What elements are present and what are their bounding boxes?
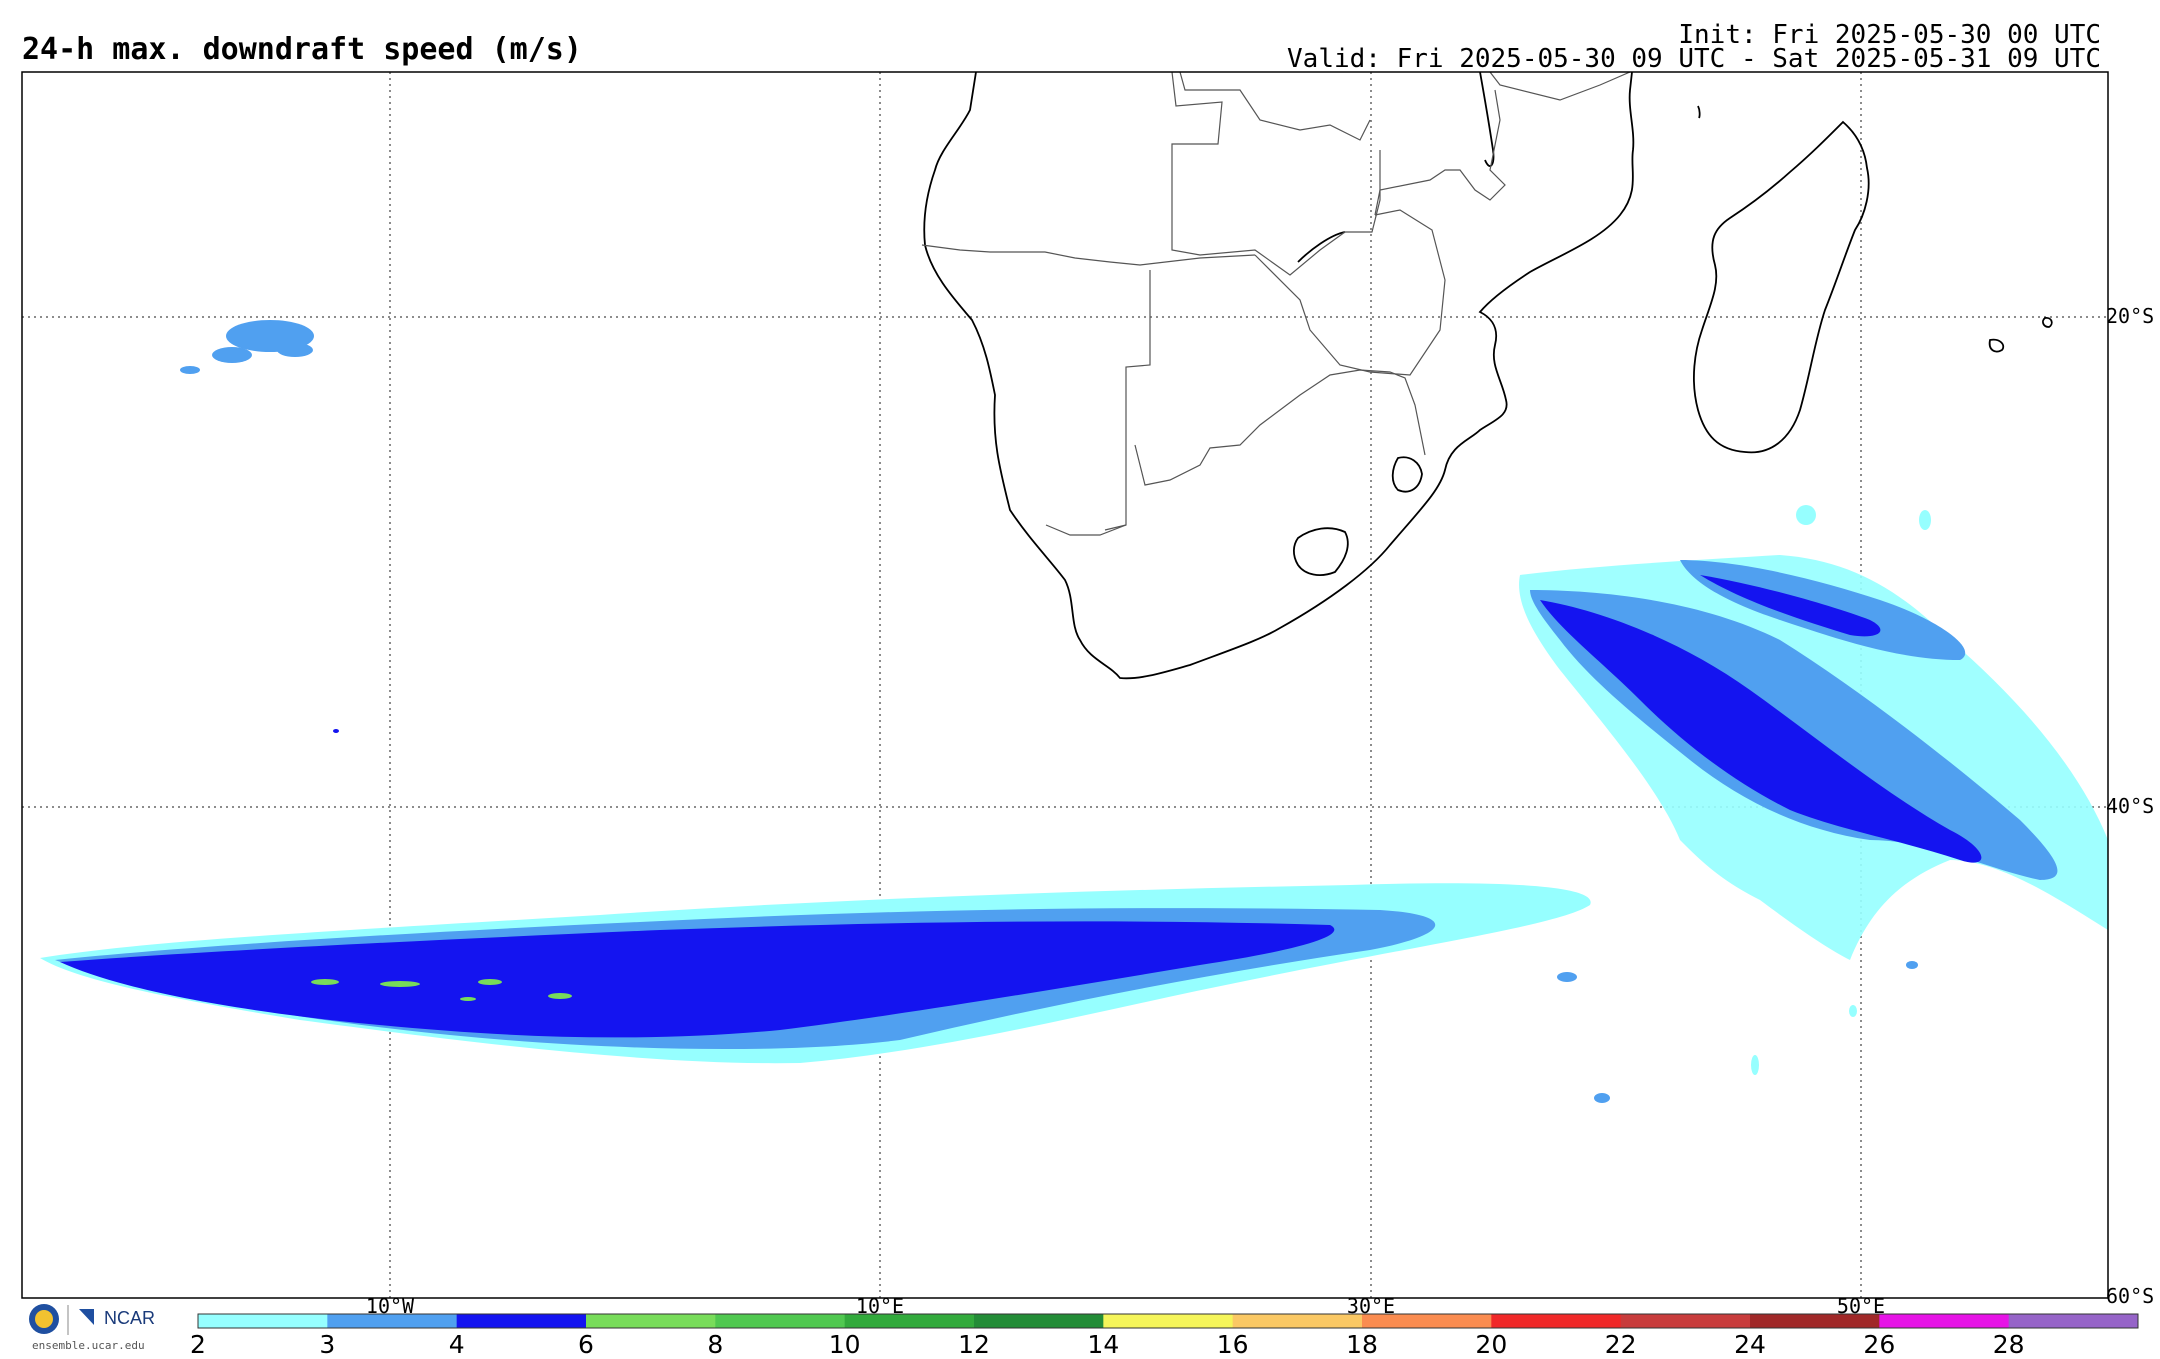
colorbar-level-label: 2 [190,1330,206,1359]
colorbar-level-label: 16 [1216,1330,1249,1359]
colorbar-level-label: 28 [1992,1330,2025,1359]
colorbar-swatch [1620,1314,1751,1328]
mauritius [1988,338,2005,353]
mozambique-border [1374,89,1506,216]
colorbar-swatch [974,1314,1104,1328]
lon-label-50e: 50°E [1836,1294,1886,1318]
nsf-ncar-logo [29,1304,94,1335]
lon-label-10e: 10°E [855,1294,905,1318]
eswatini-border [1391,456,1423,493]
colorbar-level-label: 14 [1087,1330,1120,1359]
namibia-south-africa-border [1045,524,1127,536]
angola-namibia-border [921,244,1256,266]
comoros [1697,105,1701,119]
colorbar-swatch [844,1314,975,1328]
colorbar-level-label: 20 [1475,1330,1508,1359]
colorbar-swatch [715,1314,846,1328]
ncar-logo-text: NCAR [104,1308,156,1328]
colorbar-level-label: 12 [958,1330,990,1359]
colorbar-swatch [1103,1314,1234,1328]
lake-kariba [1297,231,1346,263]
colorbar-level-label: 24 [1734,1330,1766,1359]
downdraft-cells-st-helena [180,320,339,733]
coastlines [923,72,2053,680]
lon-label-10w: 10°W [365,1294,415,1318]
lat-label-40s: 40°S [2106,794,2155,818]
map-frame [21,71,2109,1299]
lesotho-border [1292,527,1349,576]
colorbar-swatch [1879,1314,2010,1328]
colorbar-swatch [2008,1314,2139,1328]
colorbar-swatch [586,1314,716,1328]
colorbar-swatch [1750,1314,1880,1328]
downdraft-band-south-atlantic [40,883,1591,1064]
colorbar-level-label: 22 [1604,1330,1637,1359]
colorbar-swatch [1491,1314,1622,1328]
lake-malawi [1479,72,1495,167]
colorbar-level-label: 8 [707,1330,724,1359]
colorbar-level-label: 6 [578,1330,594,1359]
colorbar-level-label: 4 [448,1330,465,1359]
colorbar [197,1313,2139,1329]
map-title: 24-h max. downdraft speed (m/s) [22,32,582,67]
colorbar-level-label: 26 [1863,1330,1896,1359]
namibia-botswana-border [1104,270,1151,531]
colorbar-frame [197,1313,2139,1329]
downdraft-cells-scattered [1557,505,1931,1103]
lon-label-30e: 30°E [1346,1294,1396,1318]
init-time: Init: Fri 2025-05-30 00 UTC [1678,20,2101,50]
drc-border [1179,72,1371,141]
botswana-south-africa-border [1134,369,1426,486]
valid-time: Valid: Fri 2025-05-30 09 UTC - Sat 2025-… [1287,44,2101,74]
madagascar-coastline [1693,120,1870,454]
tanzania-border [1489,72,1631,101]
zambia-border [1171,72,1381,276]
colorbar-swatch [456,1314,587,1328]
reunion [2042,317,2053,328]
colorbar-swatch [1362,1314,1492,1328]
colorbar-level-label: 10 [828,1330,861,1359]
site-url: ensemble.ucar.edu [32,1339,145,1352]
lat-label-60s: 60°S [2106,1284,2155,1308]
colorbar-level-label: 18 [1346,1330,1378,1359]
downdraft-band-indian-ocean [1519,555,2108,960]
colorbar-swatch [327,1314,458,1328]
colorbar-level-label: 3 [319,1330,336,1359]
zimbabwe-border [1254,209,1446,376]
lat-label-20s: 20°S [2106,304,2155,328]
colorbar-swatch [1232,1314,1363,1328]
colorbar-swatch [198,1314,328,1328]
country-borders [921,72,1631,536]
africa-coastline [923,72,1635,680]
